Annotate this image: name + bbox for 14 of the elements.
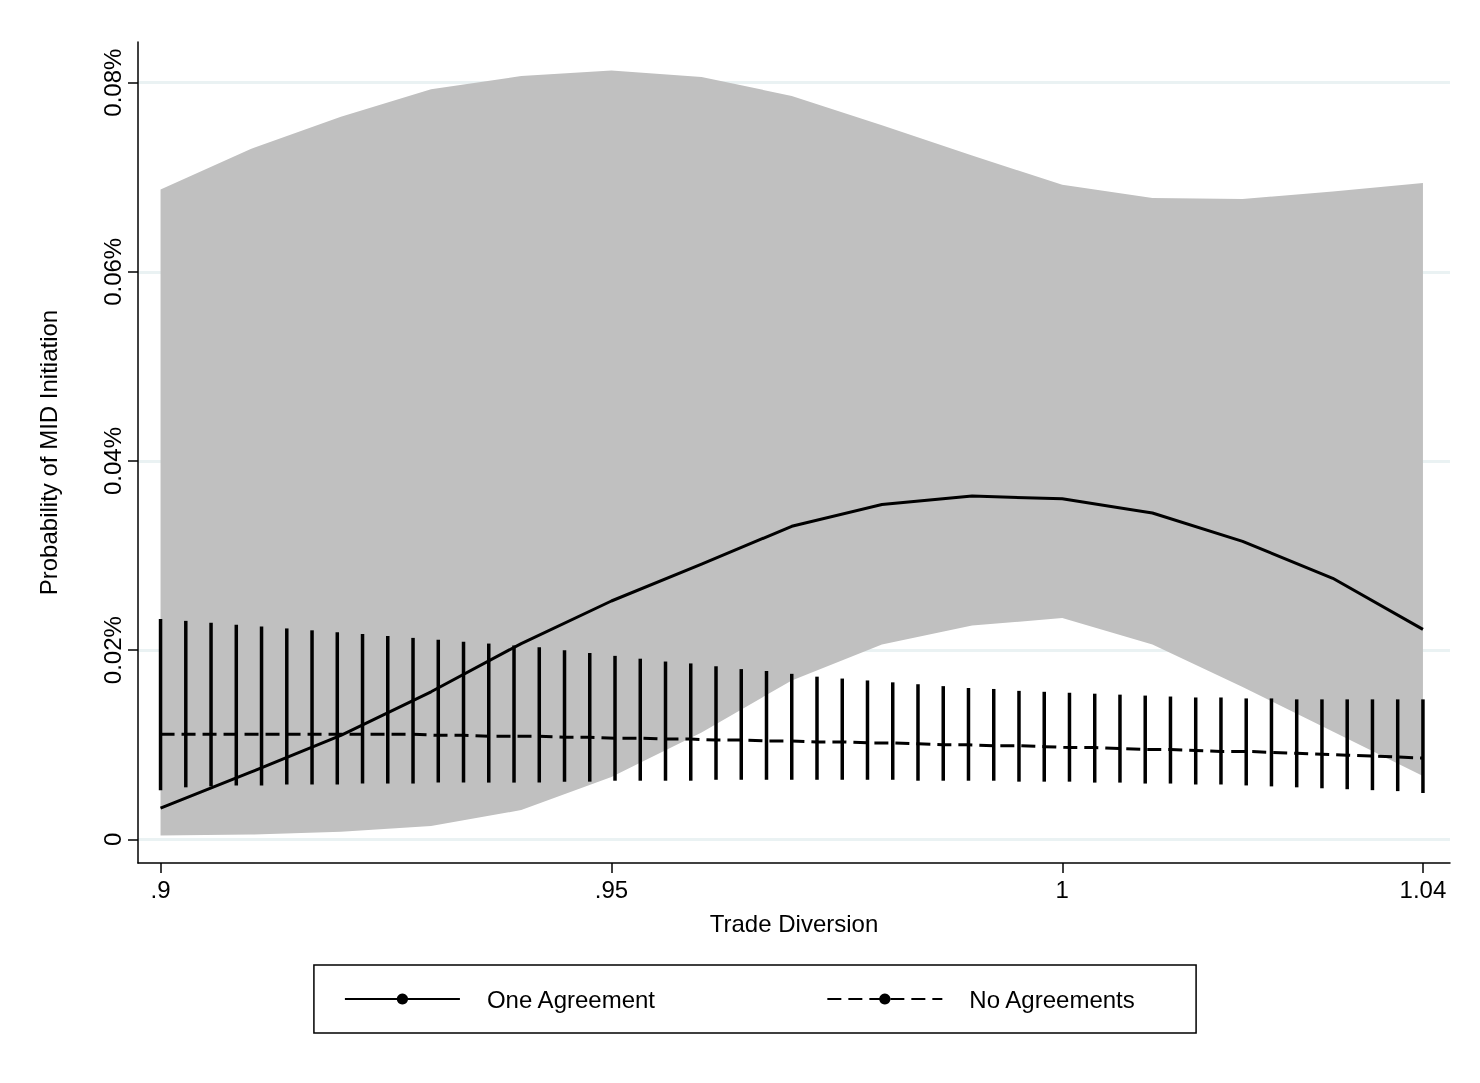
y-tick-label: 0.06% <box>98 237 126 306</box>
legend-label: No Agreements <box>969 985 1135 1013</box>
x-tick-label: .95 <box>594 875 629 903</box>
y-tick-label: 0.04% <box>98 426 126 496</box>
line-series <box>159 494 1425 810</box>
x-tick-label: .9 <box>150 875 171 903</box>
y-tick-label: 0.02% <box>98 616 126 685</box>
x-tick-label: 1 <box>1055 875 1069 903</box>
x-axis-title: Trade Diversion <box>709 909 879 937</box>
y-tick-label: 0.08% <box>98 48 126 117</box>
y-axis-title: Probability of MID Initiation <box>34 309 62 596</box>
legend-label: One Agreement <box>486 985 656 1013</box>
x-tick-label: 1.04 <box>1399 875 1447 903</box>
y-tick-label: 0 <box>98 832 126 847</box>
